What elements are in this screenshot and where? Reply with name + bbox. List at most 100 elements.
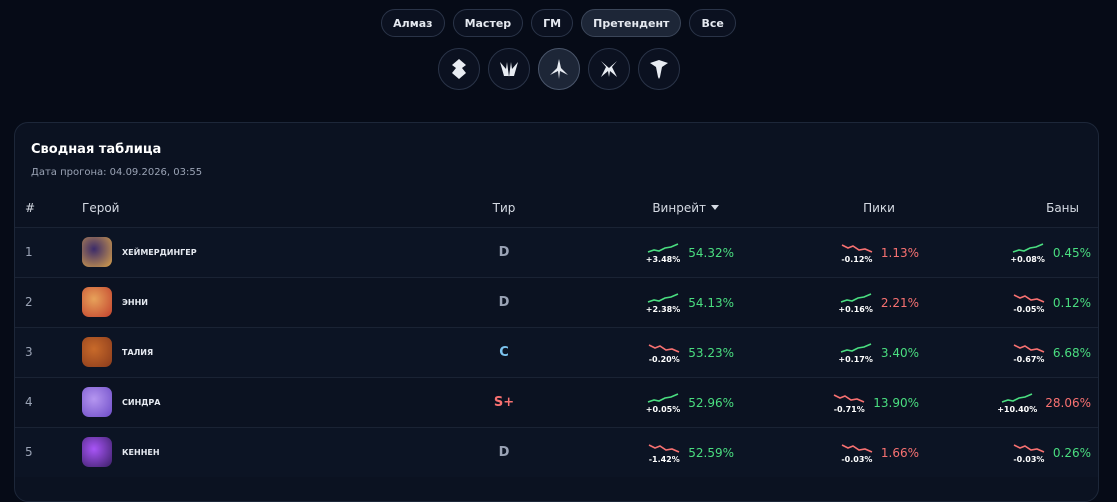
- delta: +2.38%: [645, 304, 681, 314]
- hero-name: СИНДРА: [122, 398, 161, 407]
- table-row[interactable]: 2 ЭННИ D +2.38% 54.13% +0.16% 2.21% -0.05% 0.12%: [15, 277, 1098, 327]
- column-header[interactable]: Баны: [1046, 201, 1079, 215]
- rank-icon[interactable]: [487, 48, 530, 90]
- value: 2.21%: [880, 295, 919, 310]
- row-number: 5: [25, 445, 33, 459]
- sparkline: [648, 343, 680, 353]
- tier: S+: [493, 395, 515, 410]
- trend: -0.20%: [648, 342, 680, 364]
- trend: +0.05%: [646, 392, 680, 414]
- rank-button[interactable]: Все: [689, 9, 736, 37]
- value: 0.12%: [1052, 295, 1091, 310]
- picks-cell: -0.03% 1.66%: [841, 428, 919, 477]
- sparkline: [1013, 343, 1045, 353]
- sparkline: [840, 342, 871, 353]
- column-header[interactable]: Винрейт: [652, 201, 719, 215]
- hero-avatar: [82, 337, 112, 367]
- bans-cell: -0.03% 0.26%: [1013, 428, 1091, 477]
- trend: +0.17%: [838, 342, 873, 364]
- winrate-cell: +2.38% 54.13%: [646, 278, 734, 327]
- rank-icon[interactable]: [637, 48, 680, 90]
- picks-cell: +0.16% 2.21%: [838, 278, 919, 327]
- trend: -0.67%: [1013, 342, 1045, 364]
- delta: -0.67%: [1013, 354, 1045, 364]
- tier: D: [498, 295, 510, 310]
- value: 28.06%: [1045, 395, 1091, 410]
- sparkline: [1013, 443, 1045, 453]
- picks-cell: -0.71% 13.90%: [833, 378, 919, 427]
- table-row[interactable]: 5 КЕННЕН D -1.42% 52.59% -0.03% 1.66% -0.03% 0.2…: [15, 427, 1098, 477]
- trend: +0.08%: [1010, 242, 1045, 264]
- delta: -0.20%: [648, 354, 680, 364]
- tier: D: [498, 445, 510, 460]
- trend: -0.05%: [1013, 292, 1045, 314]
- table-row[interactable]: 1 ХЕЙМЕРДИНГЕР D +3.48% 54.32% -0.12% 1.13% +0.…: [15, 227, 1098, 277]
- picks-cell: -0.12% 1.13%: [841, 228, 919, 277]
- sparkline: [648, 443, 680, 453]
- trend: -0.71%: [833, 392, 865, 414]
- hero-name: ЭННИ: [122, 298, 148, 307]
- picks-cell: +0.17% 3.40%: [838, 328, 919, 377]
- delta: +10.40%: [997, 404, 1038, 414]
- table-row[interactable]: 3 ТАЛИЯ C -0.20% 53.23% +0.17% 3.40% -0.67% 6.68…: [15, 327, 1098, 377]
- value: 1.66%: [880, 445, 919, 460]
- rank-icons: [0, 48, 1117, 90]
- hero-avatar: [82, 287, 112, 317]
- tier: C: [499, 345, 509, 360]
- page: Сводная таблица {"filters": {"ranks": ["…: [0, 0, 1117, 484]
- delta: +0.16%: [838, 304, 873, 314]
- hero-avatar: [82, 387, 112, 417]
- delta: -0.03%: [1013, 454, 1045, 464]
- delta: +3.48%: [645, 254, 681, 264]
- sparkline: [1012, 242, 1043, 253]
- delta: -0.05%: [1013, 304, 1045, 314]
- hero-avatar: [82, 237, 112, 267]
- delta: -0.12%: [841, 254, 873, 264]
- row-number: 2: [25, 295, 33, 309]
- hero-name: ТАЛИЯ: [122, 348, 154, 357]
- sparkline: [841, 443, 873, 453]
- trend: -0.12%: [841, 242, 873, 264]
- trend: -0.03%: [1013, 442, 1045, 464]
- hero-name: ХЕЙМЕРДИНГЕР: [122, 248, 197, 257]
- column-header[interactable]: Герой: [82, 201, 120, 215]
- value: 54.32%: [688, 245, 734, 260]
- table-row[interactable]: 4 СИНДРА S+ +0.05% 52.96% -0.71% 13.90% +10.40%…: [15, 377, 1098, 427]
- summary-card: Сводная таблица Дата прогона: 04.09.2026…: [14, 122, 1099, 502]
- value: 0.45%: [1052, 245, 1091, 260]
- column-header: #: [25, 201, 36, 215]
- row-number: 4: [25, 395, 33, 409]
- delta: -1.42%: [648, 454, 680, 464]
- card-subtitle: Дата прогона: 04.09.2026, 03:55: [31, 167, 203, 178]
- winrate-cell: -1.42% 52.59%: [648, 428, 734, 477]
- rank-icon[interactable]: [587, 48, 630, 90]
- rank-button[interactable]: ГМ: [531, 9, 574, 37]
- rank-button[interactable]: Претендент: [581, 9, 682, 37]
- sparkline: [647, 292, 679, 303]
- sparkline: [840, 292, 871, 303]
- page-body: Алмаз Мастер ГМ Претендент Все Сводная табли…: [0, 0, 1117, 484]
- value: 52.96%: [688, 395, 734, 410]
- value: 3.40%: [880, 345, 919, 360]
- sparkline: [647, 392, 679, 403]
- rank-icon[interactable]: [437, 48, 480, 90]
- hero-name: КЕННЕН: [122, 448, 160, 457]
- winrate-cell: +0.05% 52.96%: [646, 378, 734, 427]
- rank-button[interactable]: Мастер: [452, 9, 524, 37]
- trend: -0.03%: [841, 442, 873, 464]
- value: 13.90%: [873, 395, 919, 410]
- bans-cell: -0.67% 6.68%: [1013, 328, 1091, 377]
- value: 54.13%: [688, 295, 734, 310]
- value: 53.23%: [688, 345, 734, 360]
- column-header[interactable]: Тир: [492, 201, 516, 215]
- column-header[interactable]: Пики: [863, 201, 895, 215]
- value: 1.13%: [880, 245, 919, 260]
- rank-button[interactable]: Алмаз: [381, 9, 445, 37]
- row-number: 3: [25, 345, 33, 359]
- rank-icon[interactable]: [537, 48, 580, 90]
- trend: -1.42%: [648, 442, 680, 464]
- delta: +0.17%: [838, 354, 873, 364]
- tier: D: [498, 245, 510, 260]
- delta: -0.03%: [841, 454, 873, 464]
- sparkline: [1001, 392, 1033, 403]
